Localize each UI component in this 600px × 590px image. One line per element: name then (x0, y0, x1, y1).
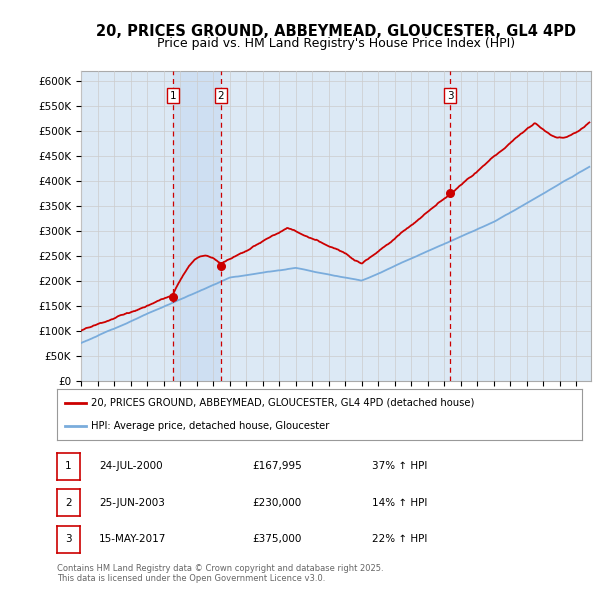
Text: 37% ↑ HPI: 37% ↑ HPI (372, 461, 427, 471)
Text: Price paid vs. HM Land Registry's House Price Index (HPI): Price paid vs. HM Land Registry's House … (157, 37, 515, 50)
Text: 1: 1 (65, 461, 72, 471)
Text: 1: 1 (169, 91, 176, 101)
Text: 2: 2 (65, 498, 72, 507)
Text: 24-JUL-2000: 24-JUL-2000 (99, 461, 163, 471)
Text: £375,000: £375,000 (252, 535, 301, 544)
Text: 25-JUN-2003: 25-JUN-2003 (99, 498, 165, 507)
Text: 15-MAY-2017: 15-MAY-2017 (99, 535, 166, 544)
Text: 3: 3 (447, 91, 454, 101)
Text: 14% ↑ HPI: 14% ↑ HPI (372, 498, 427, 507)
Bar (173, 71, 221, 381)
Text: 3: 3 (65, 535, 72, 544)
Text: HPI: Average price, detached house, Gloucester: HPI: Average price, detached house, Glou… (91, 421, 329, 431)
Text: 20, PRICES GROUND, ABBEYMEAD, GLOUCESTER, GL4 4PD (detached house): 20, PRICES GROUND, ABBEYMEAD, GLOUCESTER… (91, 398, 475, 408)
Text: £167,995: £167,995 (252, 461, 302, 471)
Text: £230,000: £230,000 (252, 498, 301, 507)
Text: 22% ↑ HPI: 22% ↑ HPI (372, 535, 427, 544)
Text: 2: 2 (218, 91, 224, 101)
Text: Contains HM Land Registry data © Crown copyright and database right 2025.
This d: Contains HM Land Registry data © Crown c… (57, 563, 383, 583)
Text: 20, PRICES GROUND, ABBEYMEAD, GLOUCESTER, GL4 4PD: 20, PRICES GROUND, ABBEYMEAD, GLOUCESTER… (96, 24, 576, 38)
